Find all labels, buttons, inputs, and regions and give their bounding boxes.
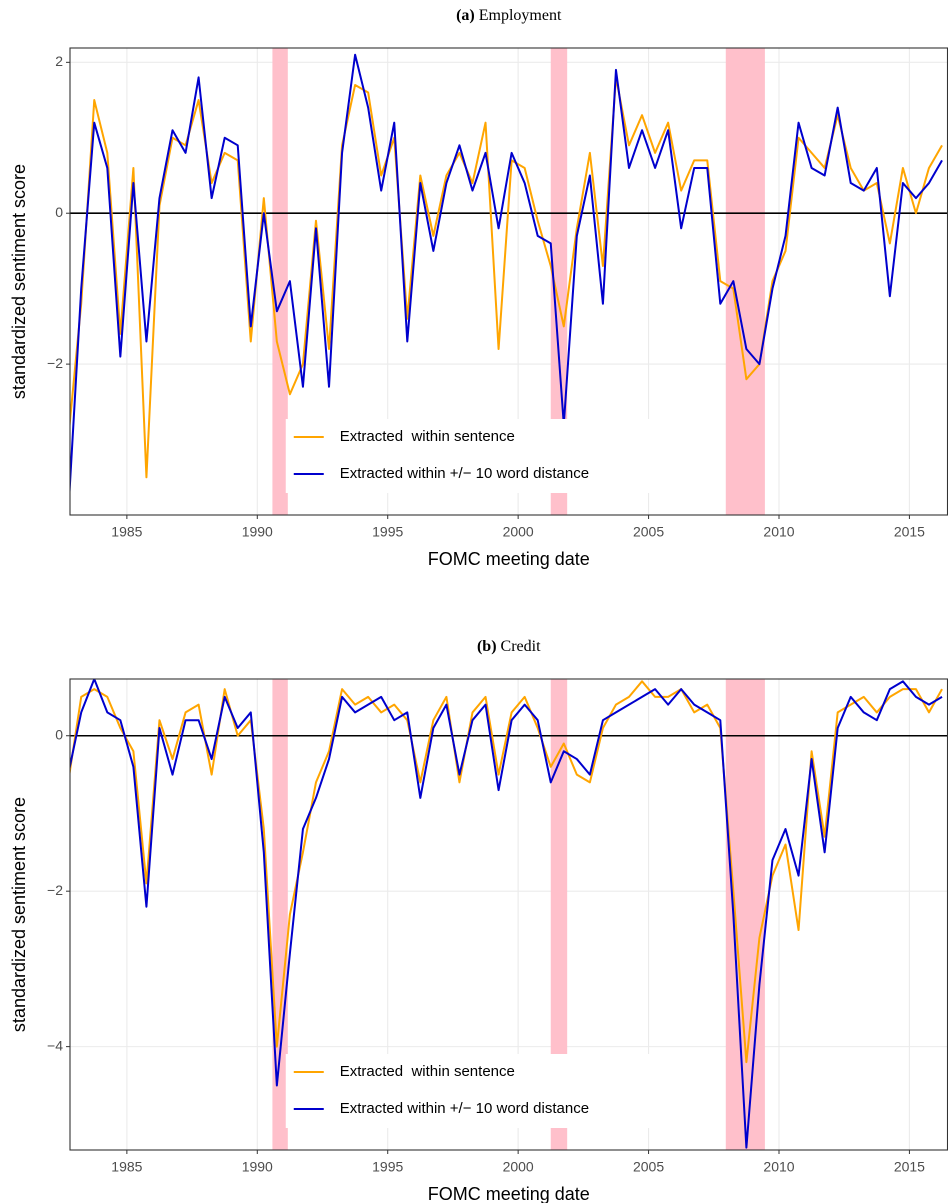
recession-band (725, 679, 765, 1150)
y-tick-label: 2 (55, 53, 63, 69)
recession-band (550, 679, 568, 1150)
x-tick-label: 1995 (372, 1159, 403, 1175)
recession-band (272, 48, 288, 515)
legend-bg (285, 1054, 666, 1128)
panel-label: (b) (477, 638, 497, 655)
series-line (70, 679, 943, 1149)
legend-bg (285, 419, 666, 493)
y-tick-label: 0 (55, 204, 63, 220)
x-tick-label: 2005 (633, 524, 664, 540)
x-axis-title: FOMC meeting date (428, 549, 590, 569)
x-tick-label: 1995 (372, 524, 403, 540)
x-tick-label: 2000 (503, 1159, 534, 1175)
series-line (70, 680, 943, 1064)
x-tick-label: 2005 (633, 1159, 664, 1175)
legend-label: Extracted within sentence (340, 1063, 515, 1080)
y-tick-label: −2 (47, 355, 63, 371)
y-axis-title: standardized sentiment score (9, 797, 29, 1032)
recession-band (725, 48, 765, 515)
series-line (70, 76, 943, 479)
y-axis-title: standardized sentiment score (9, 164, 29, 399)
x-tick-label: 2010 (763, 524, 794, 540)
y-tick-label: −2 (47, 882, 63, 898)
panel: (a) Employment −2 0 2 1985 1990 1995 2000 2005 20… (9, 7, 948, 569)
x-axis-title: FOMC meeting date (428, 1184, 590, 1203)
x-tick-label: 2015 (894, 524, 925, 540)
panel-title: (b) Credit (477, 638, 541, 655)
legend-label: Extracted within +/− 10 word distance (340, 465, 589, 482)
panel: (b) Credit −4 −2 0 1985 1990 1995 2000 2005 2010 2… (9, 638, 948, 1203)
legend-label: Extracted within +/− 10 word distance (340, 1100, 589, 1117)
panel-title: (a) Employment (456, 7, 562, 24)
x-tick-label: 1990 (242, 1159, 273, 1175)
x-tick-label: 1985 (111, 524, 142, 540)
x-tick-label: 2015 (894, 1159, 925, 1175)
x-tick-label: 1990 (242, 524, 273, 540)
series-line (70, 53, 943, 501)
x-tick-label: 2000 (503, 524, 534, 540)
y-tick-label: −4 (47, 1037, 63, 1053)
recession-band (272, 679, 288, 1150)
x-tick-label: 1985 (111, 1159, 142, 1175)
title-text: Employment (479, 7, 562, 24)
panel-label: (a) (456, 7, 475, 24)
x-tick-label: 2010 (763, 1159, 794, 1175)
title-text: Credit (501, 638, 542, 655)
legend-label: Extracted within sentence (340, 428, 515, 445)
y-tick-label: 0 (55, 726, 63, 742)
recession-band (550, 48, 568, 515)
